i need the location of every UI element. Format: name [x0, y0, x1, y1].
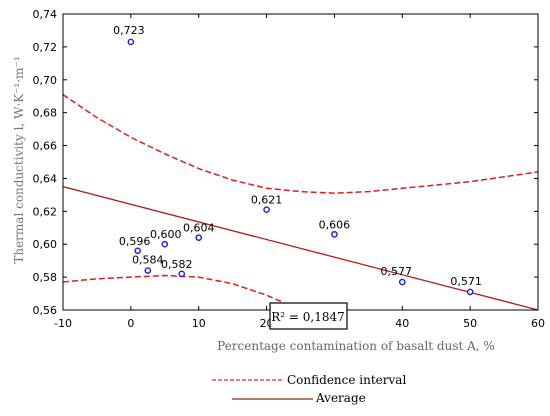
- regression-line: [62, 186, 539, 311]
- data-point: [466, 288, 474, 296]
- data-label: 0,600: [150, 228, 182, 241]
- x-tick-label: 10: [192, 317, 206, 330]
- x-tick-label: 0: [127, 317, 134, 330]
- data-label: 0,584: [132, 254, 164, 267]
- legend-label-confidence: Confidence interval: [287, 373, 406, 387]
- y-tick-label: 0,64: [33, 172, 58, 185]
- data-label: 0,621: [251, 194, 283, 207]
- data-label: 0,604: [183, 222, 215, 235]
- x-tick-label: -10: [54, 317, 72, 330]
- x-tick-label: 40: [395, 317, 409, 330]
- data-point: [331, 231, 338, 238]
- legend-label-average: Average: [315, 391, 366, 405]
- y-tick-label: 0,66: [33, 140, 58, 153]
- r2-annotation-box: [269, 302, 348, 330]
- data-label: 0,571: [450, 275, 482, 288]
- x-tick-label: 50: [463, 317, 477, 330]
- y-tick-label: 0,70: [33, 74, 58, 87]
- data-point: [144, 267, 152, 274]
- data-point: [134, 247, 141, 255]
- x-axis-label: Percentage contamination of basalt dust …: [217, 339, 495, 353]
- data-label: 0,577: [381, 265, 413, 278]
- legend: Confidence interval Average: [212, 373, 406, 405]
- y-tick-label: 0,68: [33, 107, 58, 120]
- x-tick-label: 60: [531, 317, 545, 330]
- y-tick-label: 0,56: [33, 304, 58, 317]
- r2-annotation: R² = 0,1847: [271, 310, 345, 324]
- data-label: 0,606: [319, 218, 351, 231]
- data-label: 0,596: [119, 235, 151, 248]
- data-point: [263, 206, 270, 213]
- confidence-upper-curve: [62, 93, 539, 194]
- y-tick-label: 0,58: [33, 271, 58, 284]
- data-point: [127, 38, 135, 46]
- y-tick-label: 0,74: [33, 8, 58, 21]
- y-tick-label: 0,62: [33, 205, 58, 218]
- data-point: [195, 234, 203, 241]
- y-tick-label: 0,60: [33, 238, 58, 251]
- data-point: [398, 278, 406, 286]
- y-axis-label: Thermal conductivity l, W·K⁻¹·m⁻¹: [12, 56, 26, 263]
- data-point: [161, 240, 169, 248]
- data-point: [178, 270, 186, 278]
- data-label: 0,582: [161, 258, 193, 271]
- y-tick-label: 0,72: [33, 41, 58, 54]
- confidence-lower-curve: [62, 274, 301, 311]
- data-label: 0,723: [113, 24, 145, 37]
